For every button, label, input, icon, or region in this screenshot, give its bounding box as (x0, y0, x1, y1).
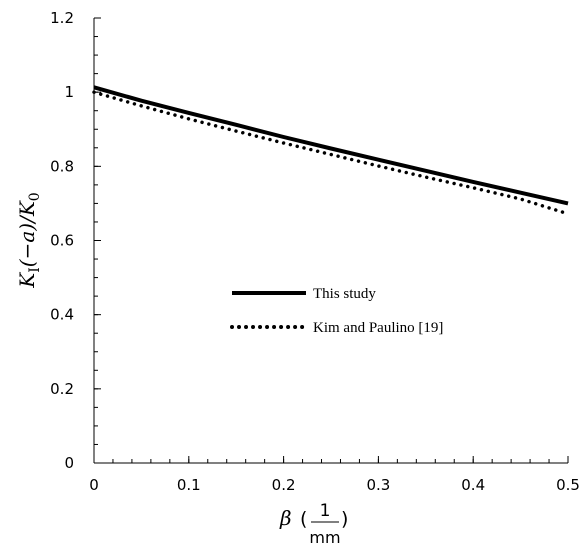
x-title-denominator: mm (309, 528, 340, 546)
y-title-mid: (−a)/K (15, 200, 39, 267)
plot-frame (93, 18, 568, 464)
series-line-this-study (93, 85, 569, 206)
x-title-open-paren: ( (300, 508, 307, 530)
legend-label-this-study: This study (313, 286, 376, 302)
series-line-kim-paulino (92, 90, 570, 216)
x-tick-label: 0.3 (366, 476, 390, 494)
x-tick-label: 0.4 (461, 476, 485, 494)
y-title-sub-0: 0 (27, 192, 43, 201)
x-tick-labels: 0 0.1 0.2 0.3 0.4 0.5 (89, 456, 580, 494)
y-title-k1: K (15, 272, 39, 289)
y-tick-labels: 0 0.2 0.4 0.6 0.8 1 1.2 (50, 9, 101, 472)
legend: This study Kim and Paulino [19] (230, 286, 443, 336)
x-axis-title: β ( 1 mm ) (279, 501, 348, 546)
y-tick-label: 1.2 (50, 9, 74, 27)
y-tick-label: 0 (64, 454, 74, 472)
y-tick-label: 0.8 (50, 157, 74, 175)
x-title-numerator: 1 (320, 501, 331, 521)
y-tick-label: 1 (64, 83, 74, 101)
x-tick-label: 0.2 (272, 476, 296, 494)
y-tick-label: 0.2 (50, 380, 74, 398)
x-tick-label: 0.5 (556, 476, 580, 494)
y-axis-title: KI(−a)/K0 (15, 192, 43, 288)
y-title-sub-i: I (27, 267, 43, 273)
svg-text:KI(−a)/K0: KI(−a)/K0 (15, 192, 43, 288)
legend-label-kim-paulino: Kim and Paulino [19] (313, 320, 443, 336)
x-tick-label: 0 (89, 476, 99, 494)
y-tick-label: 0.4 (50, 306, 74, 324)
x-title-beta: β (279, 506, 292, 530)
x-title-close-paren: ) (341, 508, 348, 530)
y-tick-label: 0.6 (50, 232, 74, 250)
x-tick-label: 0.1 (177, 476, 201, 494)
minor-ticks (94, 36, 550, 463)
series-layer (92, 85, 570, 216)
